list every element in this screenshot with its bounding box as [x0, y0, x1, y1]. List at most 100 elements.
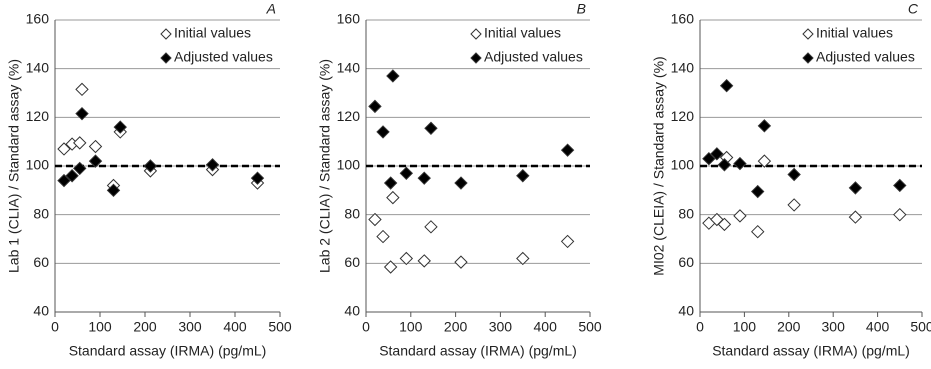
y-tick-label: 120 — [26, 108, 50, 124]
data-point — [787, 198, 801, 212]
x-tick-label: 200 — [444, 319, 468, 335]
data-point — [757, 119, 772, 133]
data-point — [368, 212, 382, 227]
legend-bg — [800, 48, 922, 68]
y-axis-label: Lab 1 (CLIA) / Standard assay (%) — [6, 59, 22, 273]
data-point — [893, 178, 907, 193]
legend-bg — [468, 48, 590, 68]
data-point — [250, 171, 265, 185]
x-tick-label: 200 — [777, 319, 801, 335]
data-point — [848, 210, 863, 224]
data-point — [399, 166, 414, 181]
data-point — [73, 161, 87, 176]
data-point — [75, 106, 89, 121]
data-point — [205, 158, 220, 172]
data-point — [757, 154, 772, 168]
data-point — [751, 184, 765, 199]
y-tick-label: 140 — [26, 59, 50, 75]
y-tick-label: 160 — [671, 11, 695, 27]
x-axis-label: Standard assay (IRMA) (pg/mL) — [712, 343, 910, 359]
panel-label: B — [577, 1, 586, 17]
data-point — [751, 224, 765, 239]
legend-bg — [800, 24, 922, 44]
data-point — [516, 251, 530, 266]
y-tick-label: 40 — [33, 303, 49, 319]
data-point — [417, 254, 431, 268]
legend-marker — [160, 52, 172, 64]
y-tick-label: 140 — [671, 59, 695, 75]
legend-label: Adjusted values — [484, 49, 583, 65]
data-point — [143, 159, 158, 173]
data-point — [386, 69, 400, 83]
x-tick-label: 400 — [223, 319, 247, 335]
panel-label: A — [266, 1, 276, 17]
data-point — [719, 78, 734, 93]
x-tick-label: 300 — [822, 319, 846, 335]
legend-label: Initial values — [484, 25, 561, 41]
y-tick-label: 120 — [671, 108, 695, 124]
legend-marker — [470, 28, 482, 40]
legend-bg — [158, 48, 280, 68]
data-point — [717, 158, 732, 172]
data-point — [717, 217, 732, 232]
y-tick-label: 60 — [33, 254, 49, 270]
x-tick-label: 500 — [268, 319, 292, 335]
panel-label: C — [908, 1, 919, 17]
legend-bg — [158, 24, 280, 44]
y-tick-label: 120 — [337, 108, 361, 124]
data-point — [710, 147, 724, 161]
legend-bg — [468, 24, 590, 44]
y-tick-label: 80 — [344, 205, 360, 221]
data-point — [65, 169, 79, 183]
y-tick-label: 60 — [678, 254, 694, 270]
data-point — [454, 176, 468, 190]
data-point — [383, 176, 398, 190]
data-point — [417, 171, 431, 185]
x-tick-label: 300 — [178, 319, 202, 335]
data-point — [424, 220, 438, 234]
legend-label: Initial values — [816, 25, 893, 41]
y-tick-label: 100 — [337, 157, 361, 173]
x-tick-label: 500 — [910, 319, 931, 335]
data-point — [454, 255, 468, 269]
x-tick-label: 200 — [133, 319, 157, 335]
x-tick-label: 0 — [51, 319, 59, 335]
legend-label: Initial values — [174, 25, 251, 41]
y-tick-label: 140 — [337, 59, 361, 75]
data-point — [848, 181, 863, 195]
y-tick-label: 160 — [337, 11, 361, 27]
y-tick-label: 80 — [678, 205, 694, 221]
x-tick-label: 500 — [578, 319, 602, 335]
legend-marker — [160, 28, 172, 40]
legend-label: Adjusted values — [174, 49, 273, 65]
data-point — [75, 82, 89, 97]
data-point — [106, 183, 121, 198]
data-point — [733, 156, 747, 171]
y-tick-label: 60 — [344, 254, 360, 270]
data-point — [368, 99, 382, 114]
data-point — [376, 229, 390, 244]
y-tick-label: 100 — [26, 157, 50, 173]
y-tick-label: 160 — [26, 11, 50, 27]
data-point — [376, 125, 390, 139]
data-point — [516, 169, 530, 183]
y-axis-label: Lab 2 (CLIA) / Standard assay (%) — [317, 59, 333, 273]
data-point — [560, 234, 575, 249]
legend-label: Adjusted values — [816, 49, 915, 65]
x-tick-label: 400 — [866, 319, 890, 335]
data-point — [383, 260, 398, 274]
x-tick-label: 400 — [534, 319, 558, 335]
y-tick-label: 80 — [33, 205, 49, 221]
data-point — [88, 154, 103, 168]
data-point — [57, 142, 71, 156]
data-point — [113, 120, 127, 134]
data-point — [787, 167, 801, 182]
legend-marker — [802, 28, 814, 40]
x-tick-label: 100 — [733, 319, 757, 335]
data-point — [88, 139, 103, 154]
data-point — [560, 143, 575, 157]
x-axis-label: Standard assay (IRMA) (pg/mL) — [69, 343, 267, 359]
x-tick-label: 0 — [362, 319, 370, 335]
y-tick-label: 100 — [671, 157, 695, 173]
